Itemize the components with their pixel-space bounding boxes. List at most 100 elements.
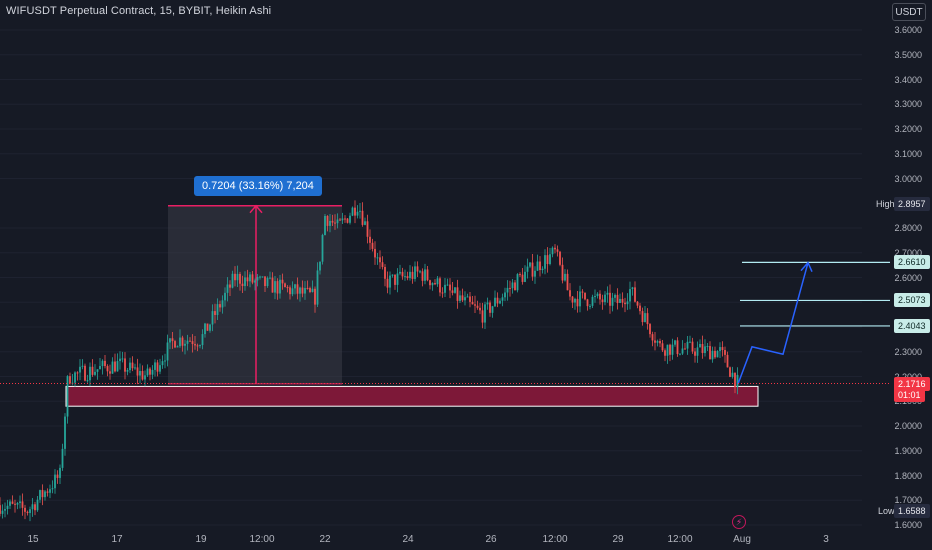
candle-body	[506, 287, 509, 293]
time-tick-label: 26	[485, 534, 497, 545]
candle-body	[446, 284, 449, 286]
price-tick-label: 2.6000	[894, 272, 922, 283]
candle-body	[719, 347, 721, 352]
candle-body	[184, 343, 186, 346]
candle-body	[66, 376, 69, 417]
measure-box	[168, 205, 342, 384]
candle-body	[361, 210, 364, 225]
candle-body	[411, 271, 414, 279]
candle-body	[149, 368, 151, 375]
candle-body	[619, 298, 621, 304]
candle-body	[154, 362, 156, 370]
candle-body	[34, 504, 36, 511]
candle-body	[486, 302, 489, 305]
candle-body	[74, 372, 76, 383]
candle-body	[264, 276, 266, 287]
candle-body	[456, 287, 459, 301]
candle-body	[459, 295, 461, 301]
candle-body	[319, 261, 321, 271]
candle-body	[206, 323, 209, 331]
candle-body	[199, 345, 201, 347]
candle-body	[344, 218, 346, 220]
candle-body	[696, 347, 699, 356]
candle-body	[324, 215, 326, 236]
candle-body	[491, 306, 494, 313]
candle-body	[596, 293, 599, 297]
candle-body	[176, 346, 179, 348]
low-label: Low	[878, 506, 895, 516]
candle-body	[636, 301, 639, 306]
candle-body	[691, 341, 694, 352]
price-tick-label: 3.6000	[894, 25, 922, 35]
candle-body	[334, 222, 336, 224]
time-tick-label: 22	[319, 534, 331, 545]
candle-body	[711, 350, 714, 360]
candle-body	[686, 341, 689, 349]
candle-body	[404, 276, 406, 278]
candle-body	[249, 274, 251, 282]
candle-body	[679, 353, 681, 355]
candle-body	[661, 343, 664, 351]
candle-body	[444, 284, 446, 293]
low-value: 1.6588	[894, 504, 930, 518]
candle-body	[576, 298, 579, 307]
candle-body	[631, 287, 634, 290]
candle-body	[64, 416, 66, 449]
price-tick-label: 3.1000	[894, 148, 922, 159]
time-tick-label: 12:00	[542, 534, 568, 545]
candle-body	[244, 277, 246, 287]
candle-body	[289, 287, 291, 295]
candle-body	[16, 502, 19, 505]
candle-body	[194, 344, 196, 346]
candle-body	[179, 337, 181, 347]
candle-body	[481, 310, 484, 323]
candle-body	[354, 207, 356, 216]
candle-body	[416, 266, 419, 272]
candle-body	[314, 288, 316, 305]
candle-body	[171, 338, 174, 342]
candle-body	[601, 299, 604, 303]
candle-body	[284, 283, 286, 288]
candle-body	[339, 219, 341, 221]
candle-body	[561, 264, 564, 281]
candle-body	[216, 304, 219, 315]
candle-body	[694, 351, 696, 356]
candle-body	[31, 504, 34, 510]
candle-body	[0, 505, 1, 514]
currency-button[interactable]: USDT	[892, 3, 926, 21]
candle-body	[89, 366, 91, 381]
price-tick-label: 3.2000	[894, 124, 922, 134]
candle-body	[464, 297, 466, 301]
candle-body	[571, 296, 574, 303]
candle-body	[659, 341, 661, 344]
candle-body	[321, 235, 324, 262]
candle-body	[449, 284, 451, 291]
candle-body	[146, 368, 149, 376]
price-tick-label: 2.8000	[894, 223, 922, 233]
time-tick-label: 17	[111, 534, 123, 545]
candle-body	[349, 215, 351, 223]
candle-body	[574, 298, 576, 303]
candle-body	[76, 372, 79, 374]
candle-body	[564, 273, 566, 281]
candle-body	[611, 297, 614, 306]
candle-body	[536, 261, 539, 271]
candle-body	[701, 343, 704, 354]
lightning-icon[interactable]: ⚡	[732, 515, 746, 529]
candle-body	[431, 283, 434, 286]
candle-body	[11, 501, 14, 504]
candle-body	[369, 236, 371, 243]
candle-body	[484, 304, 486, 323]
candle-body	[4, 509, 6, 511]
candle-body	[699, 343, 701, 348]
candle-body	[116, 361, 119, 372]
candle-body	[304, 287, 306, 294]
candle-body	[429, 280, 431, 286]
candle-body	[421, 271, 424, 281]
candle-body	[386, 278, 389, 288]
candle-body	[391, 274, 394, 276]
candle-body	[639, 305, 641, 312]
candle-body	[546, 255, 549, 264]
candle-body	[99, 366, 101, 370]
